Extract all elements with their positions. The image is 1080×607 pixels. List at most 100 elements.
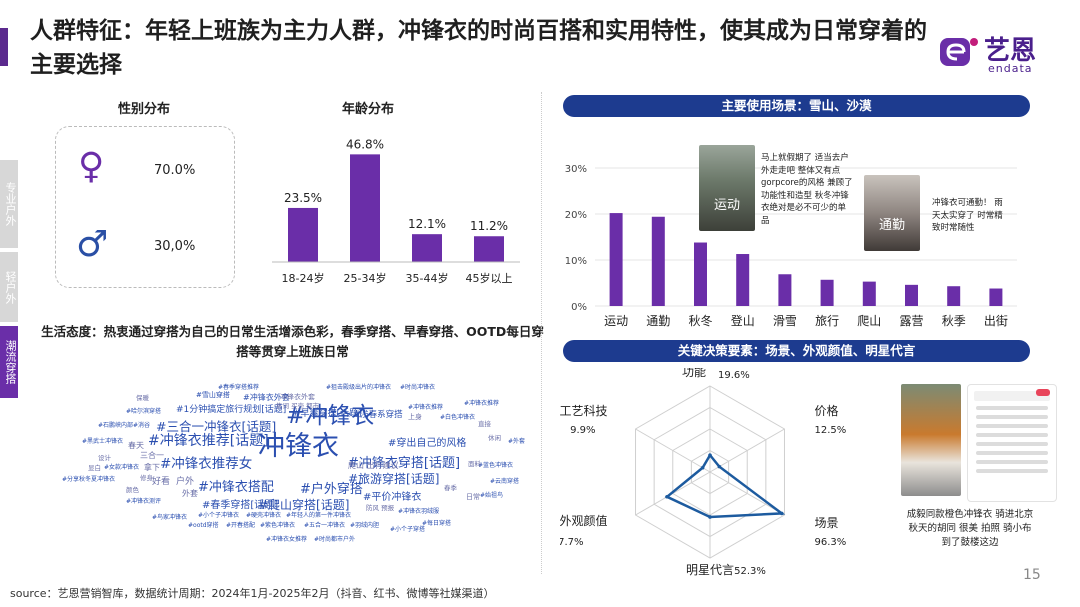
word-cloud-term: 防风 预报 xyxy=(366,504,395,512)
scene-section-header: 主要使用场景：雪山、沙漠 xyxy=(563,95,1030,117)
radar-value-label: 96.3% xyxy=(814,537,846,548)
word-cloud-term: 保暖 xyxy=(136,394,149,402)
word-cloud-term: #分享秋冬夏冲锋衣 xyxy=(62,476,116,483)
scene-category-label: 秋季 xyxy=(942,314,966,328)
scene-bar xyxy=(694,242,707,306)
scene-category-label: 运动 xyxy=(604,314,628,328)
word-cloud-term: 春天 xyxy=(128,441,144,450)
word-cloud-term: #小个子穿搭 xyxy=(390,526,426,533)
word-cloud-term: #冲锋衣穿搭[话题] xyxy=(348,456,461,471)
radar-axis-label: 场景 xyxy=(814,516,838,530)
scene-bar xyxy=(989,288,1003,306)
follow-badge xyxy=(1036,389,1050,396)
word-cloud-term: 外套 xyxy=(182,489,198,498)
word-cloud-term: #穿出自己的风格 xyxy=(388,438,467,449)
scene-ytick-label: 20% xyxy=(565,210,587,221)
age-title: 年龄分布 xyxy=(342,102,395,117)
radar-axis-label: 工艺科技 xyxy=(560,404,608,418)
word-cloud-term: 爬山 出行建议 xyxy=(348,461,399,470)
age-category-label: 18-24岁 xyxy=(282,271,325,285)
scene-category-label: 登山 xyxy=(731,313,755,328)
radar-value-label: 52.3% xyxy=(734,566,766,577)
age-bar-label: 23.5% xyxy=(284,191,322,205)
word-cloud-term: #云南穿搭 xyxy=(490,478,520,485)
age-bar xyxy=(288,207,318,262)
gender-title: 性别分布 xyxy=(118,102,171,117)
radar-point xyxy=(700,465,705,470)
scene-category-label: 出街 xyxy=(984,314,1008,328)
word-cloud-term: #哈尔滨穿搭 xyxy=(126,408,162,415)
word-cloud-term: #时尚冲锋衣 xyxy=(400,384,436,391)
side-tab-trend-outfit[interactable]: 潮流穿搭 xyxy=(0,326,18,398)
scene-bar xyxy=(736,254,750,306)
sport-photo: 运动 xyxy=(699,145,755,231)
word-cloud-term: #时尚都市户外 xyxy=(314,536,356,543)
side-tab-light-outdoor[interactable]: 轻户外 xyxy=(0,252,18,322)
commute-photo: 通勤 xyxy=(864,175,920,251)
radar-point xyxy=(708,453,712,457)
scene-ytick-label: 30% xyxy=(565,164,587,175)
word-cloud-term: #冲锋衣 xyxy=(286,403,375,429)
radar-axis-label: 外观颜值 xyxy=(560,513,608,528)
word-cloud: 冲锋衣 #冲锋衣 #三合一冲锋衣[话题] #冲锋衣推荐[话题] #冲锋衣推荐女 #冲锋衣搭… xyxy=(48,372,540,544)
word-cloud-term: #小个子冲锋衣 xyxy=(198,512,240,519)
word-cloud-term: 直接 xyxy=(478,420,491,428)
word-cloud-term: 显白 xyxy=(88,464,101,472)
word-cloud-term: #冲锋衣女推荐 xyxy=(266,536,308,543)
age-bar xyxy=(350,154,380,262)
male-icon: ♂ xyxy=(76,224,109,265)
word-cloud-term: 冲锋衣外套 xyxy=(280,393,315,401)
scene-bar xyxy=(905,284,918,306)
scene-ytick-label: 0% xyxy=(571,302,587,313)
scene-bar xyxy=(778,274,792,306)
scene-bar xyxy=(862,281,876,306)
word-cloud-term: #开春搭配 xyxy=(226,522,256,529)
scene-category-label: 通勤 xyxy=(646,314,670,328)
scene-category-label: 旅行 xyxy=(815,314,839,328)
word-cloud-term: 冲锋衣 xyxy=(258,431,339,462)
logo-text-en: endata xyxy=(988,62,1033,75)
side-tab-pro-outdoor[interactable]: 专业户外 xyxy=(0,160,18,248)
female-value: 70.0% xyxy=(154,163,196,178)
radar-value-label: 9.9% xyxy=(570,425,595,436)
word-cloud-term: #冲锋衣推荐[话题] xyxy=(148,433,269,449)
radar-point xyxy=(779,511,784,516)
word-cloud-term: #ootd穿搭 xyxy=(188,522,219,529)
word-cloud-term: #冲锋衣搭配 xyxy=(198,480,274,495)
word-cloud-term: #浅春系穿搭 xyxy=(353,410,403,420)
word-cloud-term: #羽绒内胆 xyxy=(350,522,380,529)
word-cloud-term: #旅游穿搭[话题] xyxy=(348,472,440,486)
scene-bar xyxy=(609,213,623,306)
word-cloud-term: 颜色 xyxy=(126,486,139,494)
word-cloud-term: #三合一冲锋衣[话题] xyxy=(156,419,277,434)
scene-category-label: 爬山 xyxy=(857,314,881,328)
age-category-label: 35-44岁 xyxy=(406,271,449,285)
sport-photo-tag: 运动 xyxy=(713,198,740,213)
radar-point xyxy=(717,464,722,469)
celebrity-note: 成毅同款橙色冲锋衣 骑进北京秋天的胡同 很美 拍照 骑小布到了鼓楼这边 xyxy=(906,509,1034,548)
scene-category-label: 滑雪 xyxy=(773,314,797,328)
word-cloud-term: #早春穿搭[话题] xyxy=(293,409,362,419)
logo-text-cn: 艺恩 xyxy=(984,36,1037,66)
word-cloud-term: 拿下 xyxy=(144,463,160,472)
word-cloud-term: 春季 xyxy=(444,484,457,492)
word-cloud-term: #冲锋衣羽绒服 xyxy=(398,508,440,515)
commute-note: 冲锋衣可通勤！ 雨天太实穿了 时常精致时常随性 xyxy=(932,198,1003,233)
word-cloud-term: #白色冲锋衣 xyxy=(440,414,476,421)
radar-axis-label: 明星代言 xyxy=(686,563,734,577)
radar-series xyxy=(664,452,786,519)
radar-value-label: 57.7% xyxy=(560,537,584,548)
radar-spoke xyxy=(709,471,785,516)
word-cloud-term: #冲锋衣推荐 xyxy=(408,404,444,411)
scene-bar-chart: 0%10%20%30%运动 通勤 秋冬 登山 滑雪 旅行 爬山 露营 秋季 出街 xyxy=(565,164,1017,328)
word-cloud-term: 修身 xyxy=(140,474,153,482)
decision-section-header: 关键决策要素：场景、外观颜值、明星代言 xyxy=(563,340,1030,362)
commute-photo-tag: 通勤 xyxy=(878,218,905,233)
scene-category-label: 秋冬 xyxy=(688,313,712,328)
word-cloud-term: #紫色冲锋衣 xyxy=(260,522,296,529)
word-cloud-term: #始祖鸟 xyxy=(480,492,504,499)
scene-bar xyxy=(947,286,961,306)
radar-point xyxy=(665,495,669,499)
word-cloud-term: 面料 xyxy=(468,460,481,468)
age-bar-label: 46.8% xyxy=(346,137,384,151)
